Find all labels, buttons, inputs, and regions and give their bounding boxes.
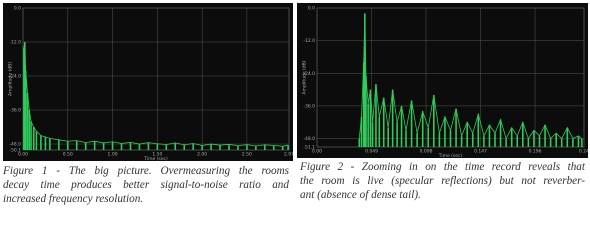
caption-line: Figure 2 - Zooming in on the time record… <box>300 161 585 173</box>
x-tick-label: 2.50 <box>242 152 252 158</box>
x-tick-label: 0.147 <box>474 149 487 155</box>
y-tick-label: -12.0 <box>9 40 21 46</box>
envelope <box>23 41 289 147</box>
x-tick-label: 2.00 <box>197 152 207 158</box>
x-tick-label: 0.50 <box>63 152 73 158</box>
y-tick-label: 0.0 <box>14 6 21 12</box>
figure-2-chart: 0.0 -12.0 -24.0 -36.0 -48.0 -51.10.00 0.049 0.0… <box>297 3 588 158</box>
figure-1-chart: 0.0 -12.0 -24.0 -36.0 -48.0-50.10.00 0.50 1.00… <box>3 3 293 161</box>
envelope <box>358 13 583 140</box>
x-tick-label: 0.00 <box>18 152 28 158</box>
y-tick-label: -36.0 <box>9 108 21 114</box>
y-tick-label: -50.1 <box>9 148 21 154</box>
y-tick-label: 0.0 <box>308 6 315 12</box>
x-tick-label: 0.049 <box>365 149 378 155</box>
caption-line: Figure 1 - The big picture. Overmeasurin… <box>3 165 289 177</box>
caption-line: decay time produces better signal-to-noi… <box>3 179 289 191</box>
y-tick-label: -24.0 <box>303 71 315 77</box>
y-axis-title: Amplitude (dB) <box>8 62 14 96</box>
caption: Figure 1 - The big picture. Overmeasurin… <box>3 164 289 206</box>
x-axis-title: Time (sec) <box>143 156 168 161</box>
x-tick-label: 1.50 <box>152 152 162 158</box>
x-tick-label: 0.24 <box>579 149 588 155</box>
caption: Figure 2 - Zooming in on the time record… <box>300 160 585 202</box>
caption-line: increased frequency resolution. <box>3 193 144 205</box>
plot-frame <box>316 7 585 148</box>
y-tick-label: -36.0 <box>303 103 315 109</box>
y-tick-label: -48.0 <box>9 142 21 148</box>
y-tick-label: -24.0 <box>9 74 21 80</box>
plot-frame <box>22 7 290 151</box>
x-tick-label: 2.97 <box>284 152 293 158</box>
y-tick-label: -48.0 <box>303 136 315 142</box>
y-tick-label: -51.1 <box>303 145 315 151</box>
x-tick-label: 0.098 <box>420 149 433 155</box>
y-axis-title: Amplitude (dB) <box>302 60 308 94</box>
x-tick-label: 0.196 <box>529 149 542 155</box>
x-axis-title: Time (sec) <box>438 153 463 158</box>
x-tick-label: 1.00 <box>108 152 118 158</box>
x-tick-label: 0.00 <box>312 149 322 155</box>
caption-line: the room is live (specular reflections) … <box>300 175 585 187</box>
page: 0.0 -12.0 -24.0 -36.0 -48.0 -50.1 0.00 0.50 1.00… <box>3 3 588 206</box>
y-tick-label: -12.0 <box>303 38 315 44</box>
caption-line: ant (absence of dense tail). <box>300 189 421 201</box>
